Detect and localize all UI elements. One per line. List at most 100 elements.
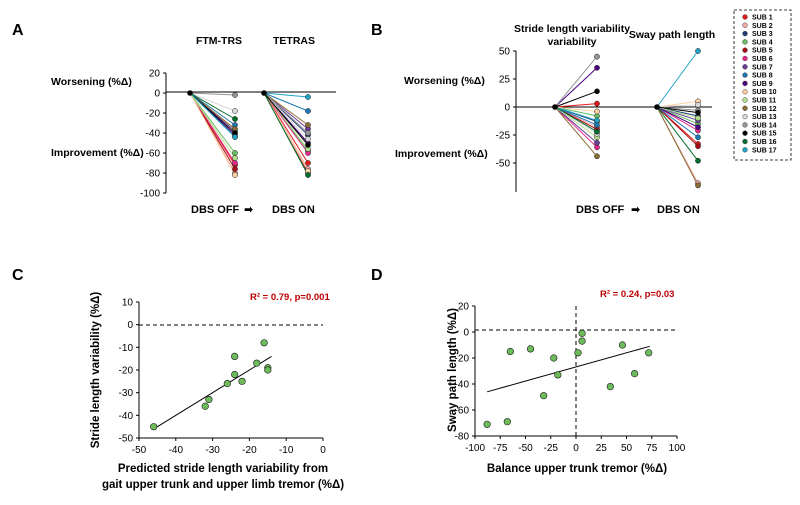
series-line-stride [554, 106, 598, 117]
y-tick-label: -20 [119, 366, 134, 377]
legend-label: SUB 11 [752, 98, 776, 105]
scatter-point [506, 347, 514, 356]
arrow-icon: ➡ [631, 204, 640, 216]
point-ftm-on [232, 134, 238, 140]
legend-label: SUB 3 [752, 31, 773, 38]
legend-marker [742, 72, 748, 78]
y-tick-label: 25 [499, 75, 511, 86]
legend-label: SUB 17 [752, 147, 777, 154]
scatter-point [223, 380, 231, 388]
legend-label: SUB 7 [752, 64, 773, 71]
series-line-sway [656, 106, 699, 125]
series-line-sway [656, 106, 699, 138]
x-tick-label: -50 [518, 443, 533, 454]
point-stride-on [594, 153, 600, 160]
scatter-point [550, 354, 558, 362]
point-stride-on [594, 53, 600, 60]
y-axis-title: Sway path length (%Δ) [447, 308, 459, 432]
series-line-ftm [189, 92, 236, 96]
point-stride-on [594, 117, 600, 124]
fit-line [486, 345, 650, 393]
series-line-stride [554, 106, 598, 148]
point-stride-on [594, 64, 600, 71]
r-squared-annotation: R² = 0.79, p=0.001 [250, 292, 330, 303]
point-ftm-on [232, 160, 238, 166]
y-tick-label: -80 [146, 169, 161, 180]
legend-marker [742, 22, 748, 28]
legend-label: SUB 15 [752, 131, 777, 138]
axis-ticks: 10 0 -10 -20 -30 -40 -50-50 -40 -30 -20 -10 0 [119, 298, 327, 457]
series-line-stride [554, 106, 598, 157]
scatter-point [526, 345, 535, 353]
x-label-dbs-off: DBS OFF [576, 204, 625, 216]
legend-label: SUB 1 [752, 15, 773, 22]
point-sway-on [695, 182, 701, 189]
series-line-tetras [263, 92, 309, 146]
scatter-point [645, 349, 653, 357]
y-tick-label: -60 [455, 406, 470, 417]
legend-label: SUB 14 [752, 122, 777, 129]
y-tick-label: -40 [146, 129, 161, 140]
legend-marker [742, 30, 748, 37]
scatter-point [503, 418, 511, 426]
series-line-tetras [263, 92, 309, 176]
scatter-point [606, 383, 614, 391]
worsening-label: Worsening (%Δ) [404, 75, 485, 87]
legend-label: SUB 16 [752, 139, 777, 146]
point-tetras-off [261, 90, 267, 96]
improvement-label: Improvement (%Δ) [51, 147, 144, 159]
scatter-point [205, 395, 213, 404]
y-tick-label: -40 [455, 380, 470, 391]
legend-marker [742, 113, 748, 120]
panel-d: R² = 0.24, p=0.03 Sway path length (%Δ) … [447, 289, 686, 475]
point-sway-on [695, 48, 701, 54]
legend-marker [742, 80, 748, 87]
scatter-point [574, 349, 582, 357]
point-tetras-on [305, 142, 311, 148]
x-label-dbs-on: DBS ON [272, 204, 315, 216]
x-tick-label: 100 [669, 443, 686, 454]
scatter-point [238, 377, 246, 385]
regression-line [153, 355, 272, 430]
series-line-stride [554, 106, 598, 121]
panel-c: R² = 0.79, p=0.001 Stride length variabi… [90, 292, 344, 491]
point-stride-on [594, 108, 600, 115]
panel-b: Stride length variability variability Sw… [395, 9, 792, 216]
panel-label-b: B [371, 22, 383, 39]
series-line-stride [554, 106, 598, 112]
worsening-label: Worsening (%Δ) [51, 76, 132, 88]
subject-lines [552, 48, 701, 189]
scatter-point [253, 359, 261, 367]
point-tetras-on [305, 130, 311, 136]
point-ftm-on [232, 108, 238, 114]
series-line-ftm [189, 92, 236, 138]
series-line-sway [656, 100, 699, 108]
series-line-sway [656, 50, 699, 108]
y-tick-label: -100 [140, 189, 160, 200]
y-tick-label: -20 [146, 109, 161, 120]
series-line-sway [656, 104, 699, 108]
y-tick-label: -30 [119, 388, 134, 399]
condition-title-variability: variability [547, 36, 596, 48]
y-tick-label: 0 [154, 89, 160, 100]
point-tetras-on [305, 122, 311, 128]
legend-label: SUB 6 [752, 56, 773, 63]
y-tick-label: -20 [455, 354, 470, 365]
series-line-tetras [263, 92, 309, 98]
scatter-point [201, 402, 209, 410]
axis-ticks: 20 0 -20 -40 -60 -80-100 -75 -50 -25 0 25 50 75 100 [455, 302, 686, 455]
scatter-point [578, 329, 586, 337]
series-line-ftm [189, 92, 236, 120]
y-tick-label: 0 [127, 320, 133, 331]
series-line-stride [554, 103, 598, 108]
point-sway-off [654, 104, 660, 110]
scatter-point [264, 366, 272, 374]
point-tetras-on [305, 94, 311, 100]
series-line-tetras [263, 92, 309, 140]
legend-marker [742, 105, 748, 111]
series-line-tetras [263, 92, 309, 112]
point-ftm-on [232, 166, 238, 172]
point-ftm-on [232, 172, 238, 178]
legend-marker [742, 47, 748, 53]
